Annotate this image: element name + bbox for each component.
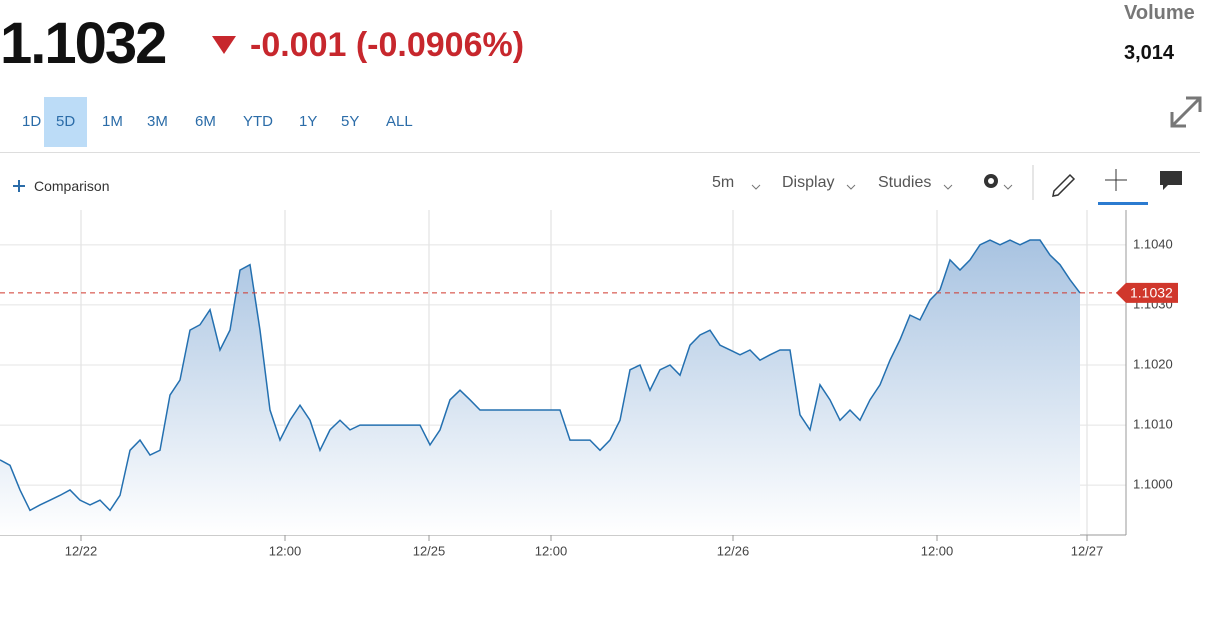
plot: 12/22 12:00 12/25 12:00 12/26 12:00 12/27 1.100… (0, 210, 1178, 558)
range-button[interactable]: 3M (147, 113, 168, 130)
y-tick-label: 1.1010 (1133, 417, 1173, 432)
gear-icon[interactable] (984, 174, 998, 188)
comment-icon[interactable] (1160, 171, 1182, 190)
range-button[interactable]: ALL (386, 113, 413, 130)
price: 1.1032 (0, 11, 167, 76)
x-tick-label: 12:00 (269, 543, 302, 558)
volume-label: Volume (1124, 2, 1195, 24)
range-button[interactable]: 1Y (299, 113, 318, 130)
down-arrow (212, 36, 236, 54)
range-button[interactable]: 5Y (341, 113, 360, 130)
last-price-badge (1116, 282, 1178, 303)
display-button[interactable]: Display (782, 174, 835, 191)
x-tick-label: 12:00 (535, 543, 568, 558)
x-tick-label: 12:00 (921, 543, 954, 558)
x-tick-label: 12/22 (65, 543, 98, 558)
chevrons (751, 184, 1013, 190)
range-button[interactable]: 6M (195, 113, 216, 130)
crosshair-icon[interactable] (1105, 169, 1127, 191)
area (0, 240, 1080, 535)
range-button[interactable]: YTD (243, 113, 273, 130)
range-button[interactable]: 1M (102, 113, 123, 130)
price-change: -0.001 (-0.0906%) (250, 26, 525, 64)
y-tick-label: 1.1020 (1133, 356, 1173, 371)
studies-button[interactable]: Studies (878, 174, 932, 191)
price-line (0, 239, 1081, 512)
y-tick-label: 1.1040 (1133, 236, 1173, 251)
last-price-label: 1.1032 (1130, 285, 1173, 301)
interval-button[interactable]: 5m (712, 174, 735, 191)
x-tick-label: 12/25 (413, 543, 446, 558)
tool-underline (1098, 202, 1148, 205)
x-tick-label: 12/26 (717, 543, 750, 558)
expand-icon[interactable] (1170, 96, 1202, 128)
separator (0, 152, 1200, 153)
pencil-icon[interactable] (1052, 173, 1076, 197)
volume: 3,014 (1124, 42, 1175, 64)
x-tick-label: 12/27 (1071, 543, 1104, 558)
range-button[interactable]: 5D (44, 97, 88, 147)
plus-icon[interactable] (13, 180, 25, 192)
y-tick-label: 1.1000 (1133, 477, 1173, 492)
range-button[interactable]: 1D (22, 113, 42, 130)
comparison-button[interactable]: Comparison (34, 178, 110, 194)
